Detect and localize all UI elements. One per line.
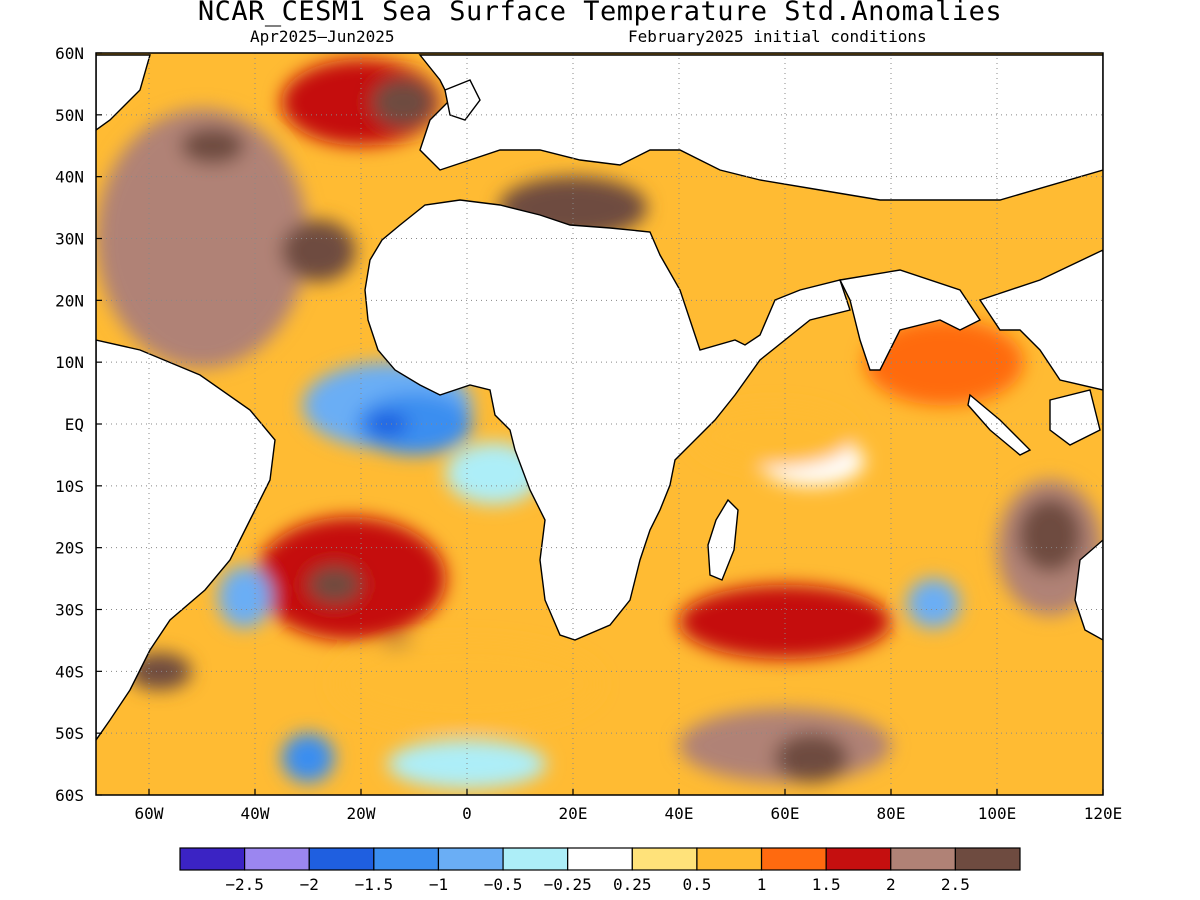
australia-land — [1074, 539, 1103, 641]
x-tick-label: 20W — [347, 804, 376, 823]
y-tick-label: 20N — [55, 291, 84, 310]
anomaly-region — [774, 733, 849, 783]
y-tick-label: 10S — [55, 477, 84, 496]
anomaly-region — [308, 566, 361, 604]
colorbar-label: 0.25 — [613, 875, 652, 894]
colorbar-swatch — [308, 847, 375, 871]
y-tick-label: 30S — [55, 601, 84, 620]
colorbar-swatch — [696, 847, 763, 871]
colorbar-label: −0.25 — [544, 875, 592, 894]
colorbar-swatch — [890, 847, 956, 871]
asia-land — [978, 249, 1103, 391]
y-tick-label: 10N — [55, 353, 84, 372]
y-tick-label: 60S — [55, 786, 84, 805]
y-tick-label: EQ — [65, 415, 84, 434]
colorbar-swatch — [954, 847, 1021, 871]
colorbar: −2.5 −2 −1.5 −1 −0.5 −0.25 0.25 0.5 1 1.5 2 2.5 — [179, 847, 1021, 894]
colorbar-swatch — [825, 847, 892, 871]
y-tick-label: 60N — [55, 44, 84, 63]
colorbar-label: −1.5 — [355, 875, 394, 894]
madagascar-land — [707, 498, 739, 581]
x-tick-label: 20E — [559, 804, 588, 823]
anomaly-region — [281, 219, 356, 282]
y-tick-label: 20S — [55, 539, 84, 558]
y-tick-label: 30N — [55, 230, 84, 249]
y-tick-label: 40N — [55, 168, 84, 187]
season-subtitle: Apr2025–Jun2025 — [250, 27, 395, 46]
colorbar-swatch — [631, 847, 698, 871]
colorbar-label: −2.5 — [225, 875, 264, 894]
africa-land — [364, 199, 851, 641]
x-tick-label: 120E — [1084, 804, 1123, 823]
anomaly-region — [694, 405, 854, 468]
y-tick-label: 50S — [55, 724, 84, 743]
british-isles-land — [444, 79, 481, 121]
colorbar-label: 1 — [757, 875, 767, 894]
colorbar-label: −0.5 — [484, 875, 523, 894]
x-tick-label: 0 — [462, 804, 472, 823]
colorbar-swatch — [179, 847, 246, 871]
map-title: NCAR_CESM1 Sea Surface Temperature Std.A… — [197, 0, 1003, 27]
x-tick-label: 60W — [135, 804, 164, 823]
x-tick-label: 40W — [241, 804, 270, 823]
anomaly-region — [387, 739, 547, 789]
india-land — [838, 269, 982, 371]
anomaly-region — [906, 578, 960, 629]
colorbar-swatch — [437, 847, 504, 871]
colorbar-label: −2 — [300, 875, 319, 894]
longitude-axis: 60W 40W 20W 0 20E 40E 60E 80E 100E 120E — [135, 789, 1123, 823]
x-tick-label: 100E — [978, 804, 1017, 823]
latitude-axis: 60N 50N 40N 30N 20N 10N EQ 10S 20S 30S 40S 50S 60S — [55, 44, 102, 805]
north-america-land — [96, 54, 151, 131]
colorbar-label: 2 — [886, 875, 896, 894]
initial-conditions-subtitle: February2025 initial conditions — [628, 27, 927, 46]
anomaly-region — [217, 566, 271, 629]
anomaly-region — [371, 77, 436, 128]
colorbar-label: 1.5 — [812, 875, 841, 894]
colorbar-label: 2.5 — [941, 875, 970, 894]
europe-land — [418, 54, 1103, 201]
anomaly-region — [180, 127, 245, 165]
colorbar-swatch — [502, 847, 569, 871]
colorbar-label: −1 — [429, 875, 448, 894]
anomaly-region — [864, 318, 1024, 406]
colorbar-swatch — [760, 847, 827, 871]
colorbar-swatch — [567, 847, 633, 871]
colorbar-swatch — [244, 847, 310, 871]
anomaly-region — [1018, 498, 1082, 573]
colorbar-label: 0.5 — [682, 875, 711, 894]
borneo-land — [1049, 389, 1101, 446]
x-tick-label: 40E — [665, 804, 694, 823]
x-tick-label: 60E — [771, 804, 800, 823]
south-america-land — [96, 339, 276, 742]
land-masses — [96, 54, 1103, 742]
colorbar-swatch — [373, 847, 440, 871]
anomaly-region — [366, 411, 409, 437]
sumatra-land — [967, 393, 1032, 456]
y-tick-label: 40S — [55, 662, 84, 681]
anomaly-region — [355, 393, 473, 455]
anomaly-region — [281, 733, 335, 783]
anomaly-region — [679, 584, 891, 659]
x-tick-label: 80E — [877, 804, 906, 823]
y-tick-label: 50N — [55, 106, 84, 125]
